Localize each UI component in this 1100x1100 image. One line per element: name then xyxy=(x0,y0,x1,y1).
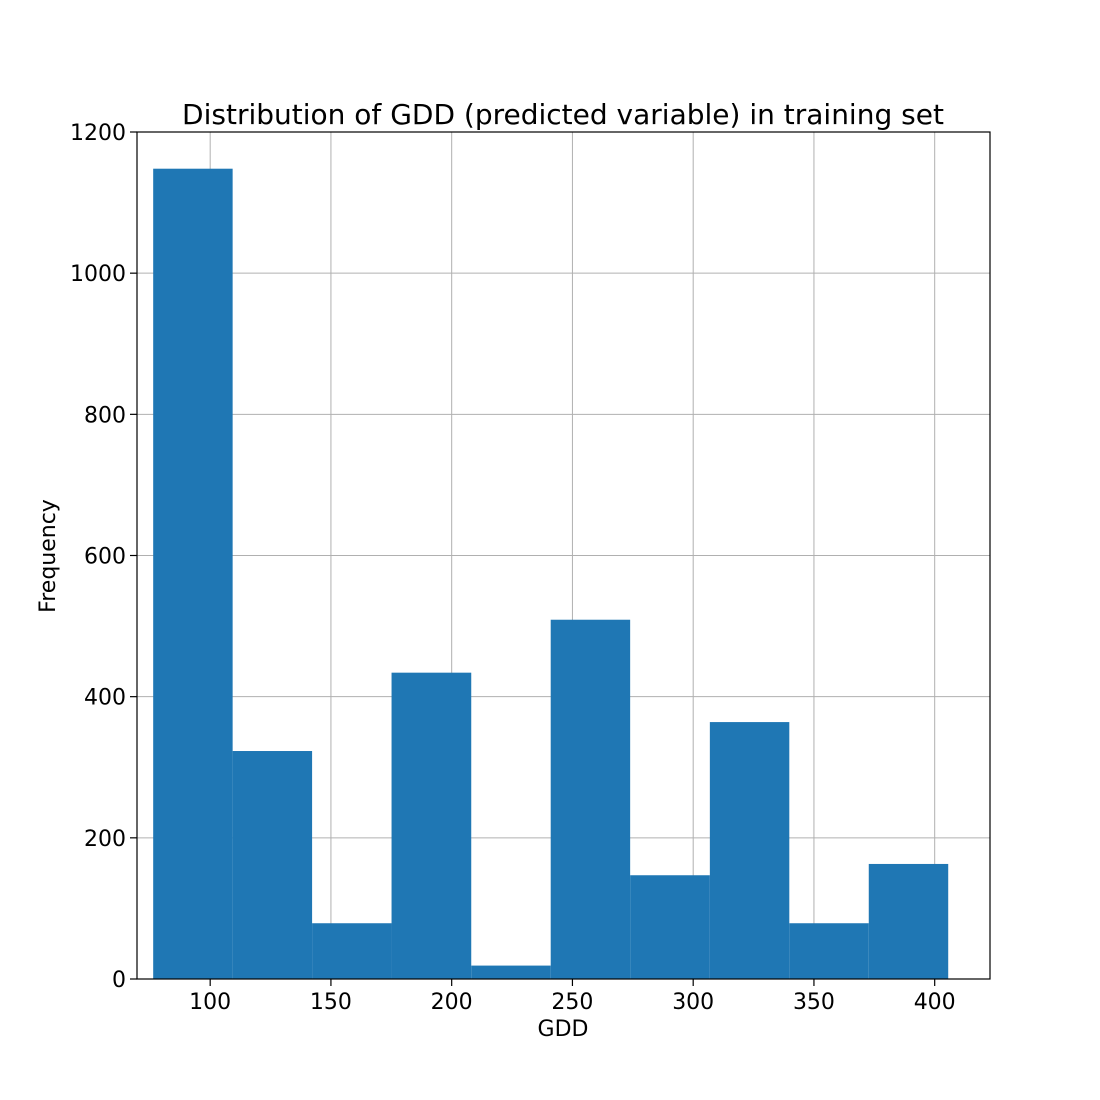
x-tick-label: 400 xyxy=(914,990,956,1015)
x-tick-label: 200 xyxy=(431,990,473,1015)
x-tick-label: 350 xyxy=(793,990,835,1015)
histogram-bar xyxy=(471,965,551,979)
histogram-bar xyxy=(630,875,710,979)
y-tick-label: 200 xyxy=(84,827,126,852)
histogram-bar xyxy=(391,672,472,979)
x-tick-label: 150 xyxy=(310,990,352,1015)
histogram-bar xyxy=(789,923,869,979)
histogram-bar xyxy=(232,751,313,979)
histogram-bar xyxy=(550,619,631,979)
y-tick-label: 1200 xyxy=(70,121,126,146)
x-tick-label: 100 xyxy=(189,990,231,1015)
x-tick-label: 250 xyxy=(551,990,593,1015)
y-tick-label: 600 xyxy=(84,545,126,570)
histogram-bar xyxy=(153,168,233,979)
ticks-layer: 100 150 200 250 300 350 400 0 200 400 600 800 1000 12… xyxy=(70,121,956,1015)
histogram-bar xyxy=(868,863,949,979)
y-tick-label: 800 xyxy=(84,403,126,428)
y-tick-label: 1000 xyxy=(70,262,126,287)
y-tick-label: 0 xyxy=(112,968,126,993)
bars-layer xyxy=(153,168,949,979)
y-tick-label: 400 xyxy=(84,686,126,711)
chart-title: Distribution of GDD (predicted variable)… xyxy=(182,98,944,131)
histogram-bar xyxy=(709,722,790,979)
x-axis-label: GDD xyxy=(538,1017,589,1042)
y-axis-label: Frequency xyxy=(36,499,61,613)
histogram-bar xyxy=(312,923,392,979)
x-tick-label: 300 xyxy=(672,990,714,1015)
